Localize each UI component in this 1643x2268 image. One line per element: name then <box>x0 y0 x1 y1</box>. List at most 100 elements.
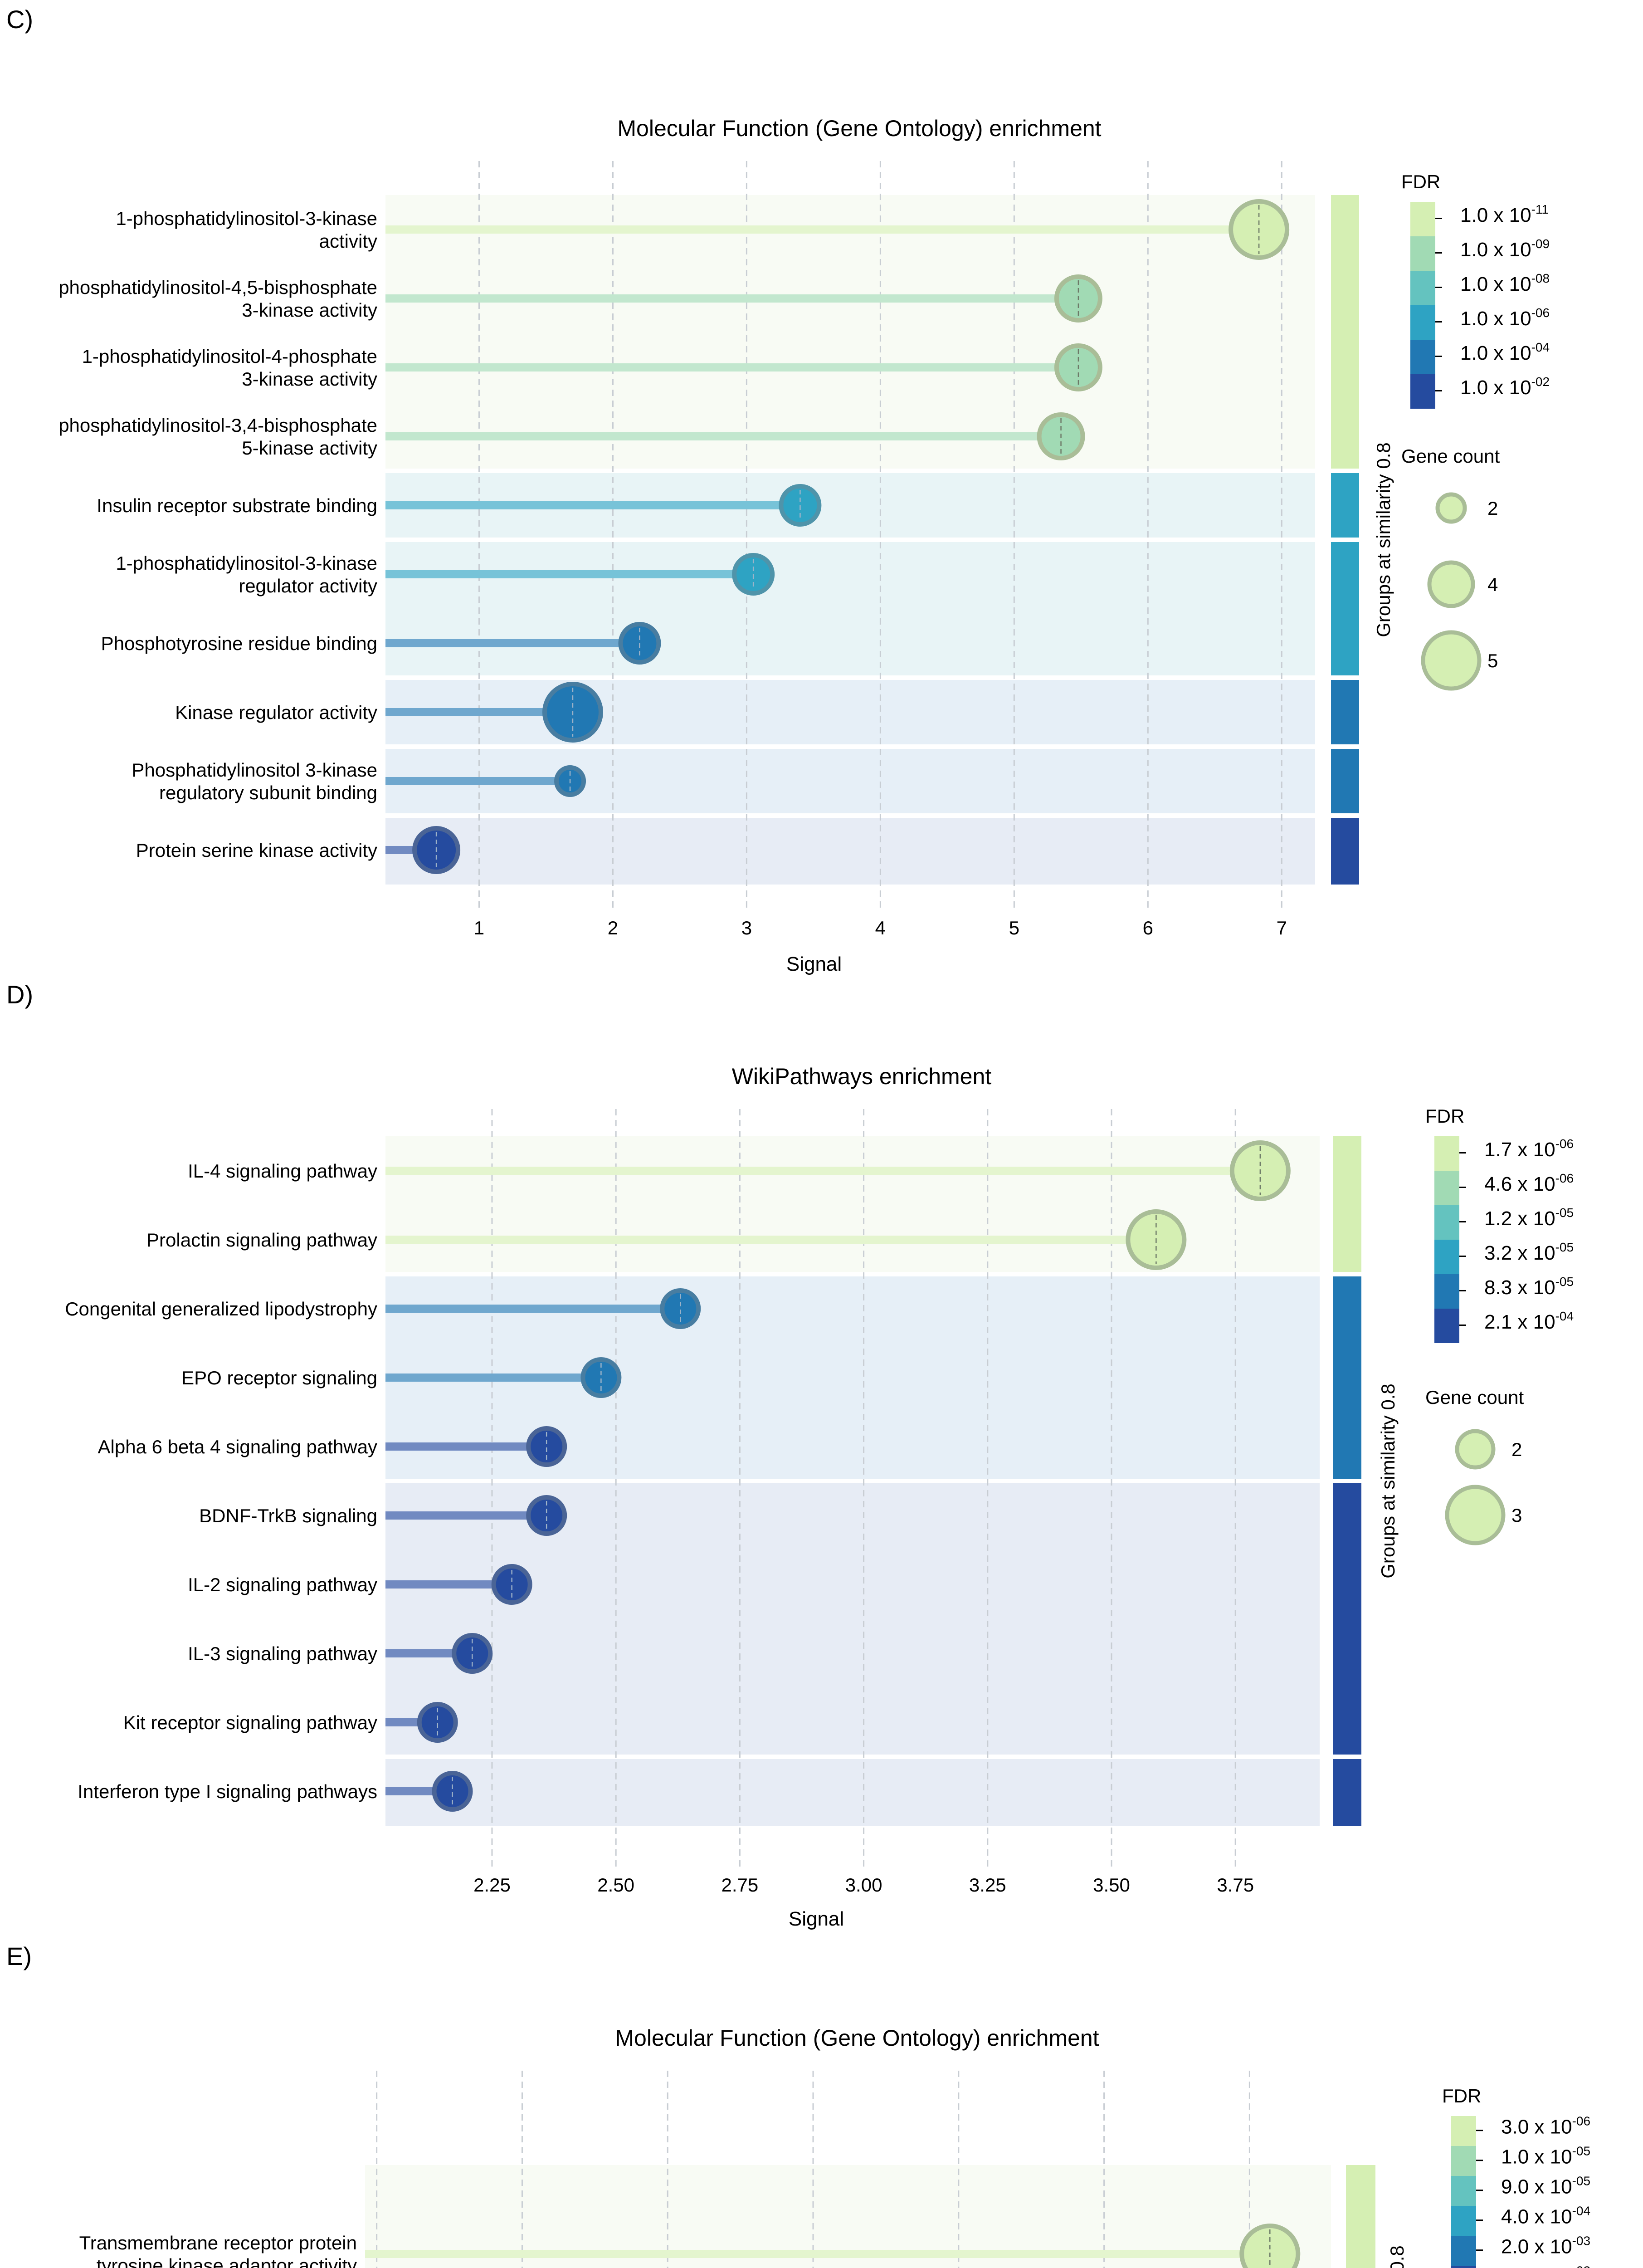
x-tick-label: 3.25 <box>969 1874 1006 1896</box>
group-color-bar <box>1331 818 1359 885</box>
row-label-line: activity <box>319 230 377 252</box>
row-label: Transmembrane receptor protein tyrosine k… <box>79 2232 357 2268</box>
fdr-legend-label: 1.2 x 10-05 <box>1484 1206 1574 1230</box>
row-label: phosphatidylinositol-3,4-bisphosphate 5-k… <box>59 415 377 459</box>
row-label-line: tyrosine kinase adaptor activity <box>97 2255 357 2268</box>
fdr-legend-swatch <box>1451 2266 1476 2268</box>
fdr-mantissa: 8.3 x 10 <box>1484 1276 1555 1299</box>
fdr-legend-label: 1.0 x 10-02 <box>1501 2263 1590 2268</box>
group-band <box>385 818 1315 885</box>
fdr-legend-swatch <box>1410 374 1435 409</box>
panel-letter: D) <box>6 980 34 1009</box>
fdr-legend-label: 1.7 x 10-06 <box>1484 1137 1574 1161</box>
fdr-exponent: -03 <box>1572 2234 1590 2248</box>
row-label-line: regulatory subunit binding <box>159 782 377 803</box>
row-label-line: IL-3 signaling pathway <box>188 1643 377 1664</box>
fdr-mantissa: 3.2 x 10 <box>1484 1242 1555 1264</box>
row-label-line: Kinase regulator activity <box>175 702 377 723</box>
x-tick-label: 3.00 <box>845 1874 882 1896</box>
chart-d: WikiPathways enrichment 2.25 2.50 2.75 3.00 3… <box>65 1064 1574 1930</box>
fdr-legend-swatch <box>1434 1136 1459 1171</box>
fdr-legend-swatch <box>1451 2236 1476 2266</box>
row-label-line: phosphatidylinositol-3,4-bisphosphate <box>59 415 377 436</box>
fdr-mantissa: 1.0 x 10 <box>1460 239 1531 261</box>
row-label: Phosphotyrosine residue binding <box>101 633 377 654</box>
fdr-legend-label: 3.2 x 10-05 <box>1484 1240 1574 1264</box>
group-color-bar <box>1331 473 1359 538</box>
fdr-exponent: -06 <box>1572 2114 1590 2128</box>
panel-d: D) WikiPathways enrichment 2.25 2.50 2.75 3.… <box>0 980 1643 1941</box>
lollipop-marker <box>580 1357 622 1398</box>
fdr-legend-label: 1.0 x 10-04 <box>1460 340 1550 364</box>
fdr-exponent: -04 <box>1531 340 1550 354</box>
fdr-mantissa: 4.6 x 10 <box>1484 1173 1555 1195</box>
row-label-line: Protein serine kinase activity <box>136 840 377 861</box>
row-label-line: phosphatidylinositol-4,5-bisphosphate <box>59 277 377 298</box>
size-legend-circle <box>1427 560 1475 608</box>
row-label-line: Transmembrane receptor protein <box>79 2232 357 2253</box>
group-color-bar <box>1331 680 1359 744</box>
row-label-line: Prolactin signaling pathway <box>146 1229 377 1251</box>
size-legend-label: 2 <box>1487 498 1498 519</box>
fdr-exponent: -08 <box>1531 271 1550 285</box>
chart-title: WikiPathways enrichment <box>732 1064 992 1089</box>
chart-title: Molecular Function (Gene Ontology) enric… <box>617 116 1101 141</box>
group-band <box>385 1759 1320 1826</box>
fdr-legend-label: 3.0 x 10-06 <box>1501 2114 1590 2138</box>
lollipop-marker <box>491 1564 532 1605</box>
fdr-legend-swatch <box>1410 271 1435 305</box>
x-tick-label: 1 <box>474 917 484 938</box>
row-label-line: Congenital generalized lipodystrophy <box>65 1298 377 1320</box>
x-tick-label: 3.75 <box>1217 1874 1254 1896</box>
fdr-mantissa: 1.2 x 10 <box>1484 1207 1555 1230</box>
fdr-mantissa: 1.0 x 10 <box>1460 376 1531 399</box>
row-label-line: Alpha 6 beta 4 signaling pathway <box>98 1436 377 1457</box>
row-label-line: 3-kinase activity <box>242 368 377 390</box>
group-color-bar <box>1331 542 1359 675</box>
row-label: BDNF-TrkB signaling <box>199 1505 377 1526</box>
fdr-legend-label: 1.0 x 10-05 <box>1501 2144 1590 2168</box>
fdr-legend-title: FDR <box>1401 171 1440 192</box>
lollipop-marker <box>526 1495 567 1536</box>
lollipop-marker <box>660 1288 701 1329</box>
group-color-bar <box>1333 1136 1361 1272</box>
row-label-line: Insulin receptor substrate binding <box>97 495 377 516</box>
fdr-legend-label: 2.0 x 10-03 <box>1501 2234 1590 2258</box>
fdr-mantissa: 1.7 x 10 <box>1484 1139 1555 1161</box>
fdr-legend-title: FDR <box>1425 1105 1464 1127</box>
fdr-legend-label: 1.0 x 10-08 <box>1460 271 1550 295</box>
x-axis-label: Signal <box>786 953 842 975</box>
row-label: 1-phosphatidylinositol-3-kinase activity <box>116 208 377 252</box>
row-label-line: BDNF-TrkB signaling <box>199 1505 377 1526</box>
row-label: Interferon type I signaling pathways <box>78 1781 377 1802</box>
row-label-line: Phosphatidylinositol 3-kinase <box>132 759 377 781</box>
panel-letter: C) <box>6 5 34 34</box>
row-label: Kit receptor signaling pathway <box>123 1712 377 1733</box>
fdr-mantissa: 1.0 x 10 <box>1501 2265 1572 2268</box>
fdr-mantissa: 1.0 x 10 <box>1460 273 1531 295</box>
fdr-legend-title: FDR <box>1442 2085 1481 2107</box>
fdr-legend-swatch <box>1410 340 1435 374</box>
fdr-exponent: -06 <box>1555 1137 1574 1151</box>
row-label-line: 1-phosphatidylinositol-3-kinase <box>116 208 377 229</box>
fdr-legend-label: 1.0 x 10-09 <box>1460 237 1550 261</box>
fdr-exponent: -04 <box>1572 2204 1590 2218</box>
lollipop-marker <box>452 1633 493 1674</box>
fdr-legend-label: 1.0 x 10-11 <box>1460 202 1549 226</box>
row-label: Kinase regulator activity <box>175 702 377 723</box>
x-tick-label: 6 <box>1143 917 1153 938</box>
group-color-bar <box>1331 195 1359 469</box>
fdr-legend-swatch <box>1410 202 1435 236</box>
row-label-line: Kit receptor signaling pathway <box>123 1712 377 1733</box>
x-tick-label: 2 <box>608 917 618 938</box>
fdr-mantissa: 1.0 x 10 <box>1460 308 1531 330</box>
group-color-bar <box>1333 1759 1361 1826</box>
fdr-legend-swatch <box>1451 2176 1476 2206</box>
size-legend-label: 3 <box>1511 1505 1522 1526</box>
fdr-exponent: -04 <box>1555 1309 1574 1323</box>
group-band <box>385 1483 1320 1755</box>
row-label: phosphatidylinositol-4,5-bisphosphate 3-k… <box>59 277 377 321</box>
fdr-legend-swatch <box>1410 305 1435 340</box>
fdr-exponent: -05 <box>1555 1206 1574 1220</box>
fdr-legend-swatch <box>1451 2146 1476 2176</box>
